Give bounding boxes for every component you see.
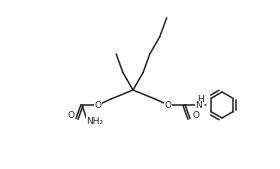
Text: O: O	[94, 101, 101, 110]
Text: O: O	[165, 101, 171, 110]
Text: N: N	[196, 102, 202, 111]
Text: H: H	[197, 95, 203, 104]
Text: O: O	[67, 112, 74, 120]
Text: O: O	[193, 112, 199, 120]
Text: NH₂: NH₂	[87, 116, 104, 126]
